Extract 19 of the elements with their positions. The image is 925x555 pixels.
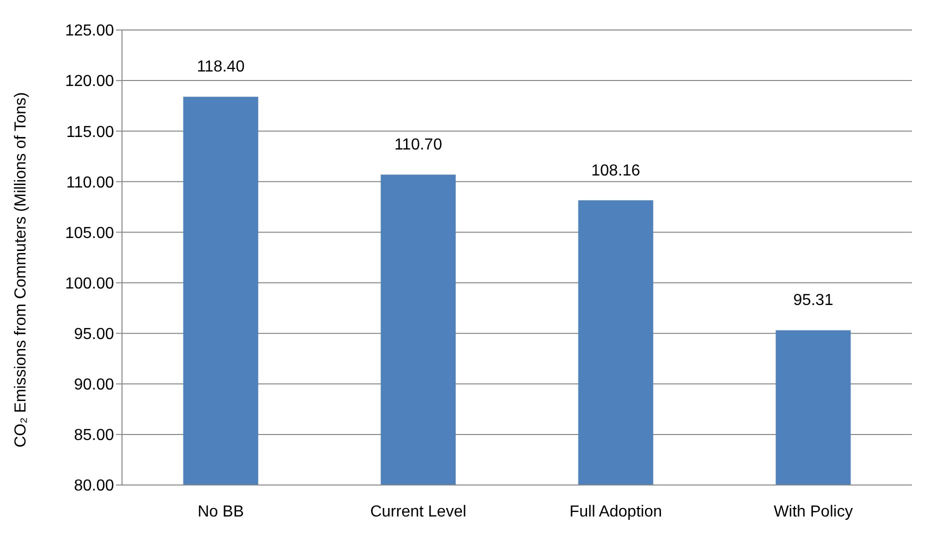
y-tick-label: 120.00 <box>65 73 114 90</box>
y-axis-title: CO₂ Emissions from Commuters (Millions of Tons) <box>12 92 30 448</box>
y-tick-label: 90.00 <box>74 376 114 394</box>
y-tick-label: 100.00 <box>65 275 114 292</box>
data-label: 110.70 <box>394 136 442 154</box>
y-tick-label: 80.00 <box>74 478 114 495</box>
y-tick-label: 105.00 <box>65 224 114 242</box>
y-tick-label: 110.00 <box>66 174 114 192</box>
data-label: 108.16 <box>591 162 640 180</box>
x-tick-label: Full Adoption <box>569 503 662 520</box>
x-tick-label: Current Level <box>370 503 466 520</box>
y-tick-label: 85.00 <box>74 427 114 444</box>
data-label: 118.40 <box>196 58 245 76</box>
data-label: 95.31 <box>793 292 834 310</box>
y-tick-label: 95.00 <box>74 326 114 344</box>
y-tick-label: 115.00 <box>66 124 114 141</box>
x-tick-label: With Policy <box>774 503 853 520</box>
x-tick-label: No BB <box>198 503 244 520</box>
y-tick-label: 125.00 <box>65 22 114 40</box>
